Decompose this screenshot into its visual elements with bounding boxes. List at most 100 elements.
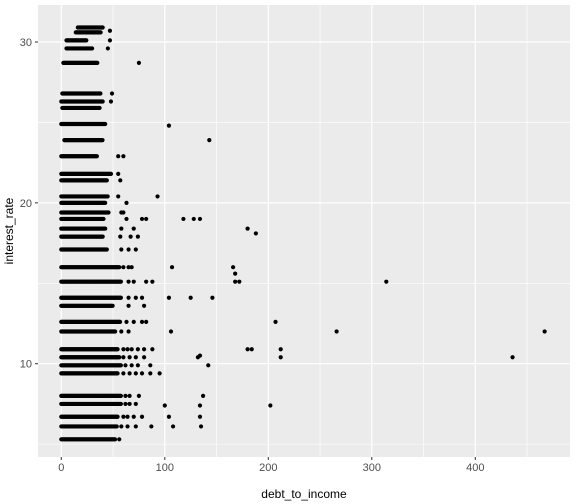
data-point: [118, 295, 124, 300]
data-point: [136, 393, 142, 398]
data-point: [107, 38, 113, 43]
data-point: [103, 226, 108, 231]
data-point: [168, 329, 174, 334]
data-point: [121, 154, 126, 159]
y-tick-label: 10: [20, 359, 32, 371]
data-point: [148, 363, 153, 368]
data-point: [114, 424, 119, 429]
data-point: [206, 363, 211, 368]
y-axis-ticks: 10 20 30: [20, 37, 38, 371]
data-point: [115, 347, 120, 352]
data-point: [106, 210, 111, 215]
data-point: [118, 393, 124, 398]
data-point: [139, 319, 145, 324]
data-point: [135, 363, 140, 368]
data-point: [98, 30, 103, 35]
data-point: [97, 105, 102, 111]
data-point: [119, 226, 124, 231]
data-point: [237, 279, 242, 284]
data-point: [84, 38, 89, 43]
data-point: [108, 99, 114, 104]
data-point: [278, 347, 283, 352]
data-point: [170, 424, 176, 429]
data-point: [144, 279, 149, 284]
data-point: [162, 403, 167, 408]
data-point: [129, 347, 134, 352]
data-point: [249, 347, 254, 352]
data-point: [118, 363, 124, 368]
data-point: [100, 25, 105, 30]
data-point: [121, 414, 126, 419]
data-point: [118, 234, 123, 239]
data-point: [119, 424, 124, 429]
data-point: [121, 347, 126, 352]
x-axis-ticks: 0 100 200 300 400: [58, 457, 484, 474]
data-point: [115, 414, 120, 419]
data-point: [144, 319, 149, 324]
data-point: [273, 319, 278, 324]
data-point: [125, 414, 130, 419]
data-point: [119, 329, 124, 334]
data-point: [118, 279, 124, 284]
data-point: [123, 393, 128, 398]
data-point: [121, 210, 126, 215]
data-point: [197, 216, 203, 222]
data-point: [233, 271, 238, 276]
data-point: [100, 234, 105, 239]
data-point: [245, 226, 250, 231]
data-point: [136, 60, 142, 66]
data-point: [231, 265, 236, 270]
data-point: [133, 401, 138, 407]
minor-gridlines: [38, 5, 570, 457]
data-point: [116, 194, 121, 199]
data-point: [157, 371, 162, 376]
plot-panel: [38, 5, 570, 457]
data-point: [169, 265, 175, 270]
data-point: [103, 121, 108, 127]
data-point: [149, 424, 154, 429]
data-point: [141, 303, 147, 308]
data-point: [131, 319, 136, 324]
data-point: [135, 234, 140, 239]
data-point: [166, 295, 172, 300]
data-point: [117, 319, 123, 324]
data-point: [113, 329, 118, 334]
x-tick-label: 400: [466, 462, 484, 474]
data-point: [121, 371, 126, 376]
data-point: [131, 414, 136, 419]
data-point: [123, 401, 128, 407]
data-point: [107, 28, 113, 33]
data-point: [117, 265, 122, 270]
data-point: [155, 194, 160, 199]
y-tick-label: 30: [20, 37, 32, 49]
data-point: [141, 347, 147, 352]
data-point: [117, 355, 122, 360]
data-point: [126, 303, 131, 308]
data-point: [197, 403, 203, 408]
data-point: [124, 216, 129, 222]
data-point: [148, 371, 153, 376]
data-point: [121, 265, 126, 270]
data-point: [144, 216, 149, 222]
data-point: [115, 371, 120, 376]
data-point: [108, 171, 114, 176]
data-point: [139, 414, 145, 419]
data-point: [197, 353, 203, 358]
data-point: [126, 329, 131, 334]
data-point: [191, 216, 196, 222]
data-point: [124, 319, 129, 324]
data-point: [133, 355, 138, 360]
data-point: [118, 401, 124, 407]
data-point: [94, 154, 99, 159]
data-point: [126, 247, 131, 252]
data-points: [59, 25, 547, 442]
data-point: [133, 247, 138, 252]
x-tick-label: 100: [156, 462, 174, 474]
x-tick-label: 300: [363, 462, 381, 474]
data-point: [125, 347, 130, 352]
data-point: [139, 216, 145, 222]
data-point: [127, 355, 132, 360]
data-point: [118, 178, 123, 183]
data-point: [200, 393, 206, 398]
data-point: [542, 329, 547, 334]
